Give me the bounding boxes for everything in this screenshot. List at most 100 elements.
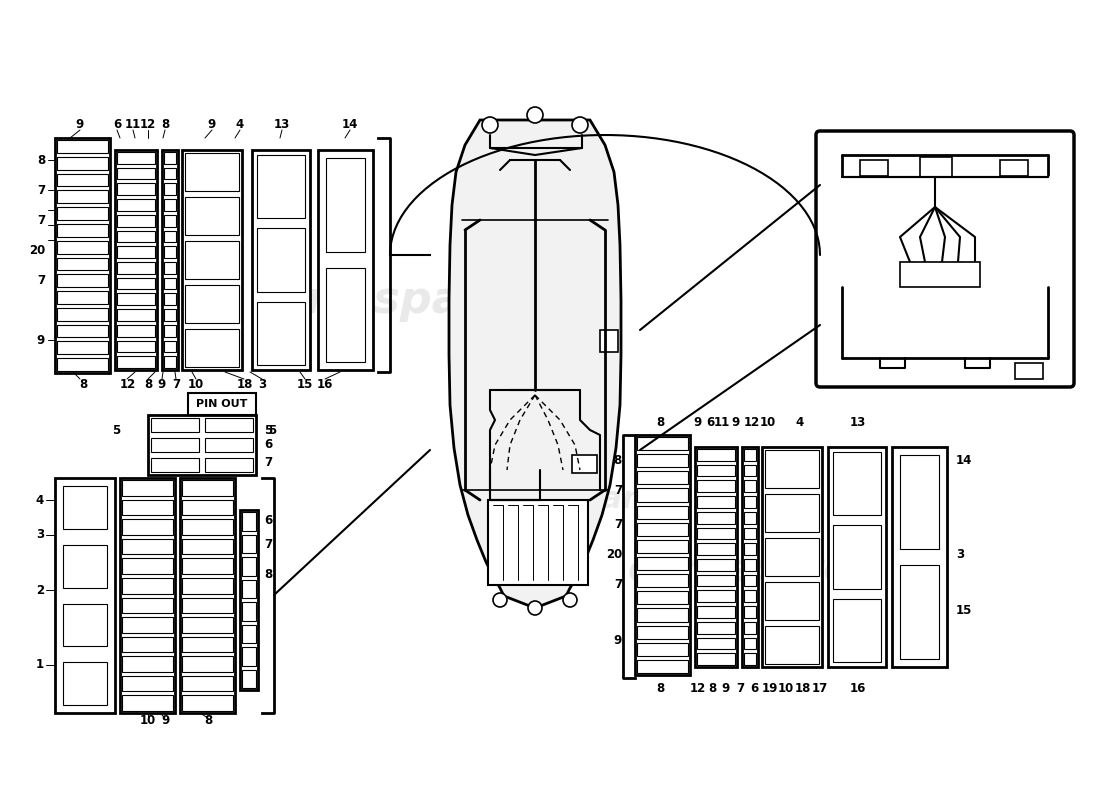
Bar: [117, 183, 155, 195]
Bar: [637, 642, 688, 656]
Bar: [695, 447, 737, 667]
Text: 16: 16: [850, 682, 866, 694]
Text: 5: 5: [112, 423, 120, 437]
Bar: [635, 435, 690, 675]
Bar: [57, 258, 108, 270]
Text: 7: 7: [37, 214, 45, 226]
Bar: [744, 606, 756, 618]
Bar: [63, 545, 107, 587]
Bar: [697, 654, 735, 665]
Bar: [697, 543, 735, 555]
Bar: [744, 590, 756, 602]
Bar: [164, 152, 176, 164]
Bar: [242, 512, 256, 530]
Bar: [182, 538, 233, 554]
Bar: [242, 647, 256, 666]
Text: 3: 3: [36, 529, 44, 542]
Bar: [151, 438, 199, 452]
Bar: [744, 543, 756, 555]
Text: 7: 7: [614, 578, 622, 591]
FancyBboxPatch shape: [816, 131, 1074, 387]
Bar: [697, 465, 735, 477]
Text: 8: 8: [204, 714, 212, 726]
Text: 11: 11: [714, 415, 730, 429]
Bar: [744, 638, 756, 650]
Bar: [122, 695, 173, 711]
Text: 8: 8: [656, 415, 664, 429]
Bar: [257, 155, 305, 218]
Text: 7: 7: [614, 518, 622, 531]
Bar: [637, 540, 688, 553]
Text: 17: 17: [812, 682, 828, 694]
Text: 9: 9: [722, 682, 730, 694]
Bar: [242, 557, 256, 575]
Bar: [637, 591, 688, 605]
Bar: [57, 207, 108, 220]
Bar: [205, 438, 253, 452]
Bar: [205, 458, 253, 472]
Bar: [117, 356, 155, 368]
Text: 7: 7: [614, 483, 622, 497]
Bar: [122, 676, 173, 691]
Text: 6: 6: [264, 514, 272, 526]
Text: 9: 9: [208, 118, 216, 131]
Bar: [122, 480, 173, 495]
Bar: [697, 559, 735, 570]
Bar: [697, 481, 735, 492]
Bar: [182, 656, 233, 672]
Bar: [148, 415, 256, 475]
Bar: [1015, 363, 1043, 379]
Bar: [182, 558, 233, 574]
Bar: [600, 330, 618, 352]
Bar: [57, 190, 108, 203]
Text: 8: 8: [36, 154, 45, 166]
Bar: [697, 638, 735, 650]
Text: 3: 3: [956, 549, 964, 562]
Bar: [240, 510, 258, 690]
Text: 14: 14: [342, 118, 359, 131]
Bar: [122, 656, 173, 672]
Text: 20: 20: [29, 243, 45, 257]
Bar: [242, 670, 256, 688]
Bar: [744, 654, 756, 665]
Bar: [697, 574, 735, 586]
Text: 11: 11: [125, 118, 141, 131]
Bar: [180, 478, 235, 713]
Bar: [182, 676, 233, 691]
Bar: [900, 455, 939, 549]
Bar: [151, 418, 199, 432]
Bar: [122, 637, 173, 652]
Text: 2: 2: [36, 583, 44, 597]
Text: eurospares: eurospares: [484, 486, 676, 514]
Bar: [63, 662, 107, 705]
Bar: [637, 626, 688, 638]
Text: 19: 19: [762, 682, 778, 694]
Bar: [182, 598, 233, 613]
Text: 7: 7: [264, 538, 272, 551]
Text: 9: 9: [36, 334, 45, 346]
Bar: [252, 150, 310, 370]
Polygon shape: [449, 120, 621, 608]
Text: 5: 5: [268, 423, 276, 437]
Text: 9: 9: [732, 415, 740, 429]
Bar: [744, 527, 756, 539]
Bar: [122, 499, 173, 515]
Text: 4: 4: [235, 118, 244, 131]
Bar: [122, 598, 173, 613]
Text: 4: 4: [35, 494, 44, 506]
Bar: [697, 622, 735, 634]
Bar: [637, 574, 688, 587]
Bar: [764, 582, 820, 620]
Bar: [164, 341, 176, 352]
Bar: [57, 291, 108, 304]
Bar: [122, 617, 173, 633]
Text: 6: 6: [706, 415, 714, 429]
Bar: [637, 454, 688, 467]
Bar: [744, 449, 756, 461]
Bar: [326, 158, 365, 252]
Bar: [164, 278, 176, 290]
Bar: [900, 262, 980, 287]
Bar: [57, 224, 108, 237]
Text: 8: 8: [264, 569, 272, 582]
Bar: [242, 602, 256, 621]
